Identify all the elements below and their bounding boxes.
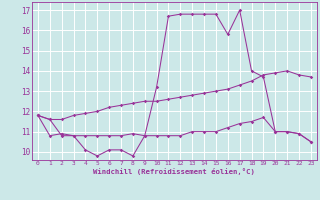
X-axis label: Windchill (Refroidissement éolien,°C): Windchill (Refroidissement éolien,°C) [93, 168, 255, 175]
